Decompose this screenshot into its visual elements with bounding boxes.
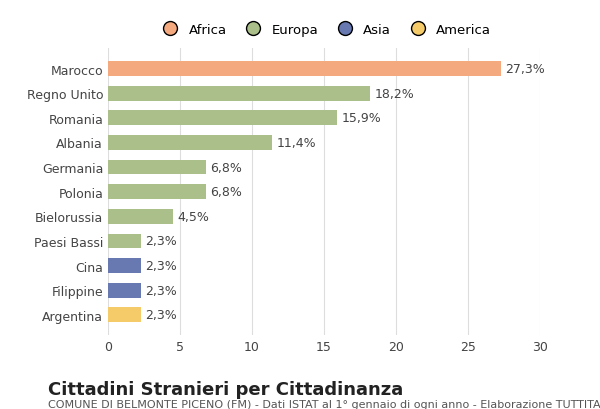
Bar — [108, 160, 206, 175]
Bar — [108, 258, 141, 273]
Bar — [108, 283, 141, 298]
Legend: Africa, Europa, Asia, America: Africa, Europa, Asia, America — [152, 18, 496, 42]
Bar — [108, 209, 173, 224]
Bar — [108, 111, 337, 126]
Text: 2,3%: 2,3% — [145, 284, 177, 297]
Text: 27,3%: 27,3% — [505, 63, 545, 76]
Bar — [108, 234, 141, 249]
Bar — [108, 136, 272, 151]
Bar — [108, 87, 370, 101]
Text: 15,9%: 15,9% — [341, 112, 381, 125]
Bar — [108, 308, 141, 322]
Text: Cittadini Stranieri per Cittadinanza: Cittadini Stranieri per Cittadinanza — [48, 380, 403, 398]
Text: 2,3%: 2,3% — [145, 308, 177, 321]
Text: 11,4%: 11,4% — [277, 137, 316, 150]
Text: 6,8%: 6,8% — [210, 161, 242, 174]
Text: 2,3%: 2,3% — [145, 259, 177, 272]
Text: 2,3%: 2,3% — [145, 235, 177, 248]
Bar — [108, 185, 206, 200]
Text: 18,2%: 18,2% — [374, 88, 414, 101]
Text: COMUNE DI BELMONTE PICENO (FM) - Dati ISTAT al 1° gennaio di ogni anno - Elabora: COMUNE DI BELMONTE PICENO (FM) - Dati IS… — [48, 399, 600, 409]
Bar — [108, 62, 501, 77]
Text: 4,5%: 4,5% — [177, 210, 209, 223]
Text: 6,8%: 6,8% — [210, 186, 242, 199]
